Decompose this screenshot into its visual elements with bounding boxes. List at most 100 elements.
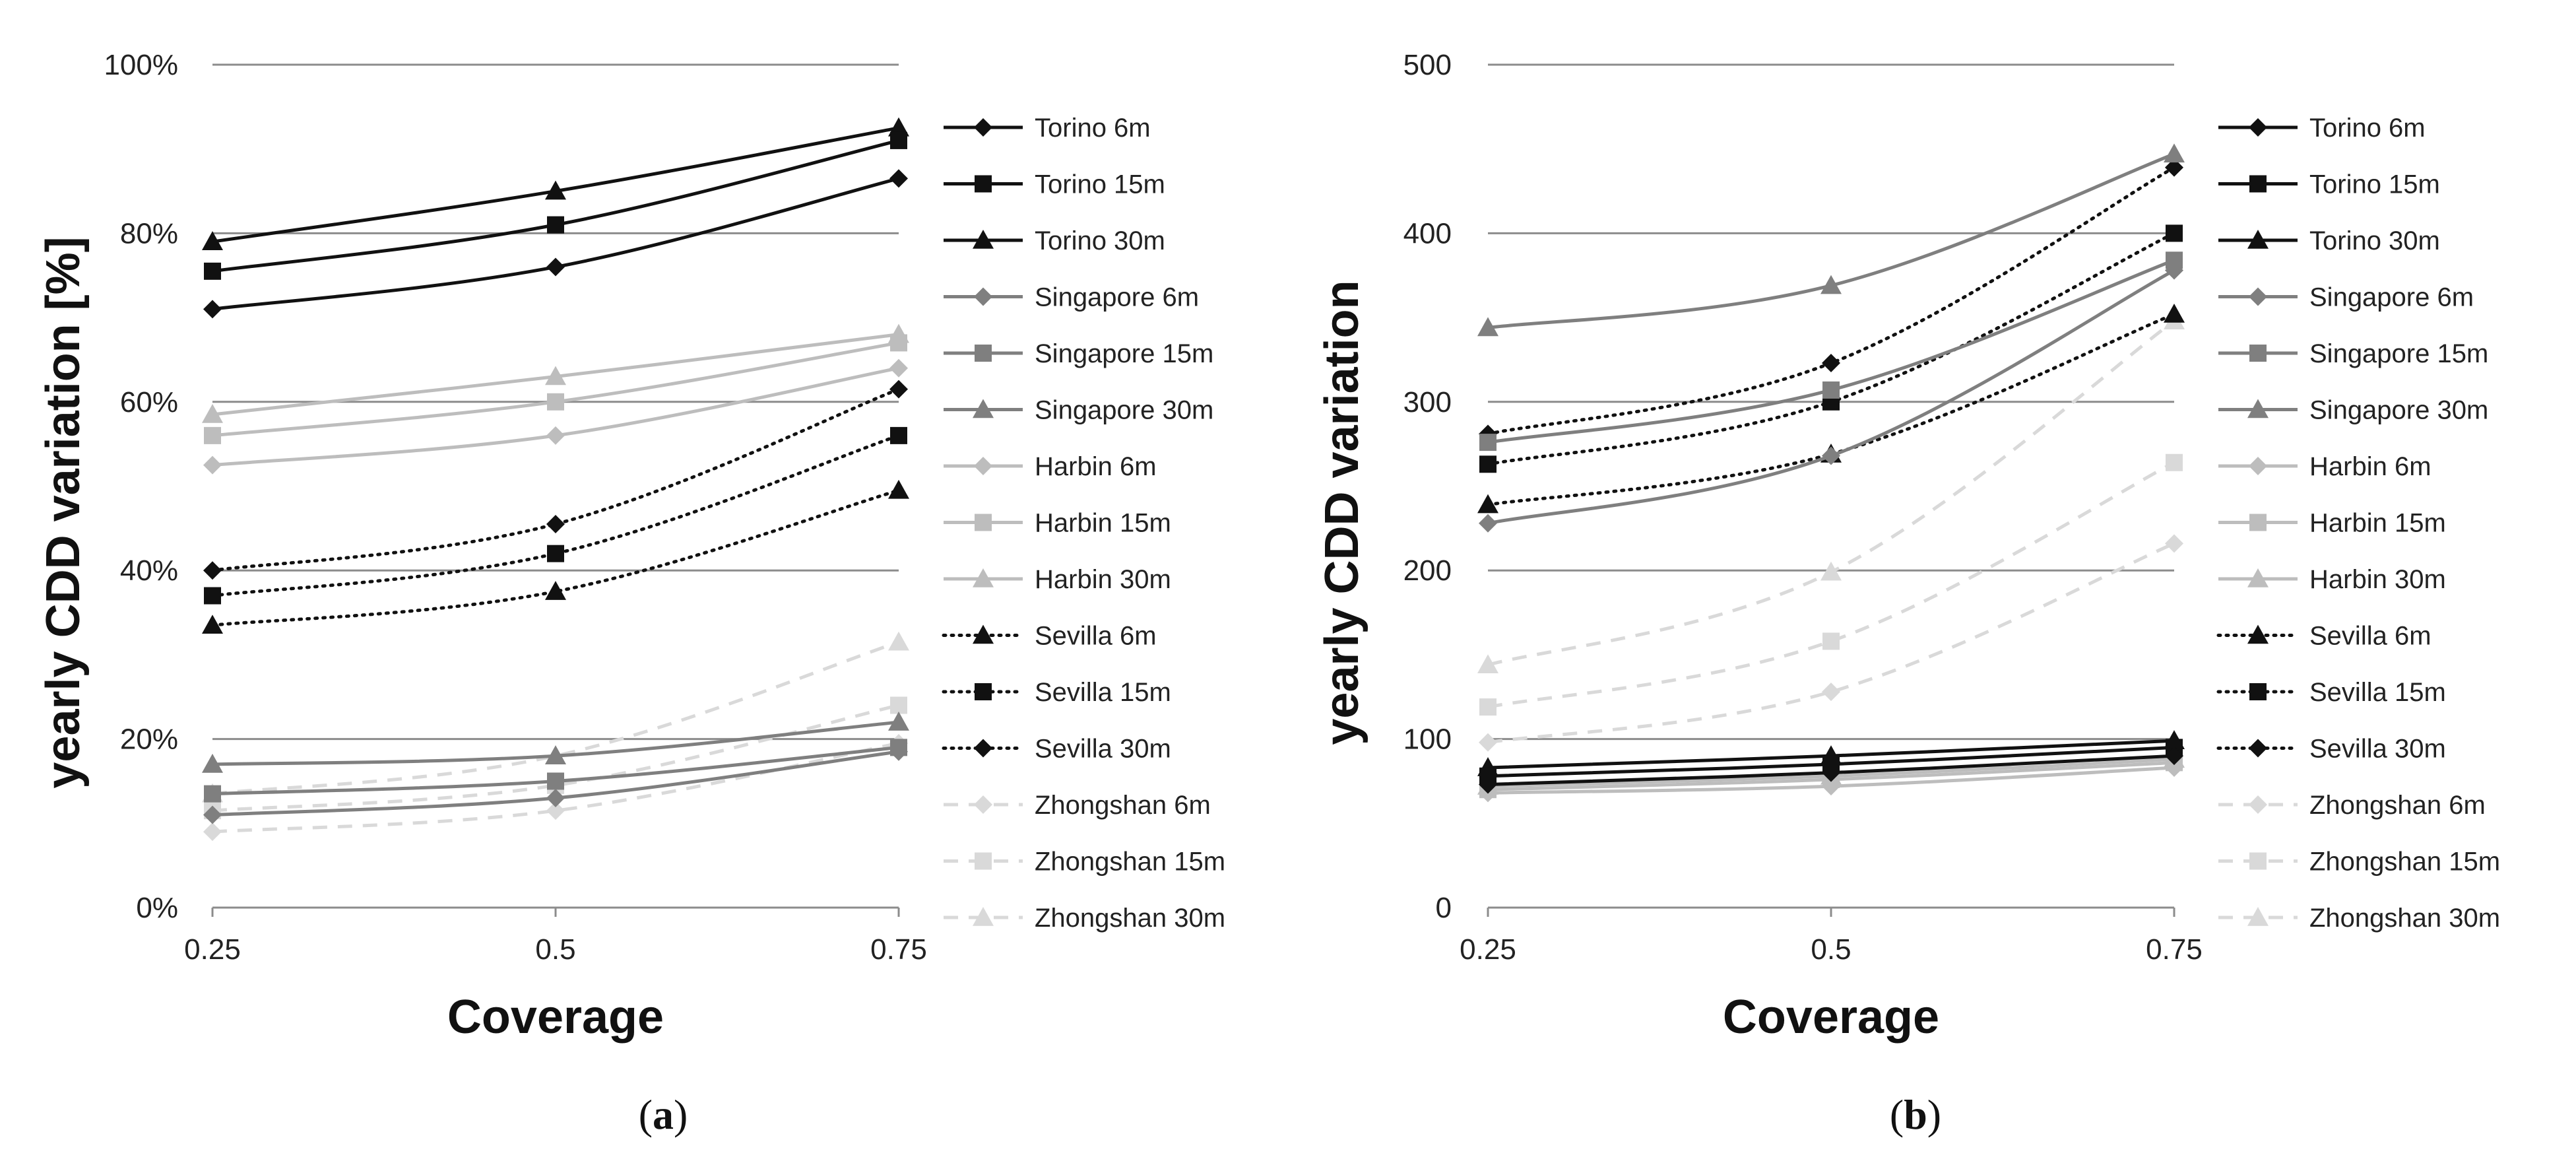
chart-a-point-zhongshan-30m — [888, 631, 909, 651]
chart-a-series-singapore-15m — [204, 739, 907, 803]
chart-a-point-harbin-6m — [546, 426, 565, 445]
chart-b-legend-marker — [2249, 739, 2267, 758]
chart-b-legend-marker — [2247, 230, 2269, 249]
chart-a-point-singapore-6m — [203, 805, 222, 824]
caption-b-letter: b — [1904, 1091, 1927, 1138]
chart-a-series-harbin-6m — [203, 358, 908, 475]
chart-b-point-singapore-30m — [1477, 317, 1498, 337]
chart-a-legend-label: Zhongshan 6m — [1035, 791, 1211, 820]
chart-a-legend-label: Harbin 6m — [1035, 452, 1157, 481]
chart-a-point-harbin-15m — [204, 426, 221, 444]
chart-a-point-sevilla-15m — [547, 545, 564, 562]
chart-b-line-zhongshan-6m — [1487, 542, 2175, 745]
chart-a-point-zhongshan-15m — [890, 696, 907, 714]
chart-a-legend-label: Sevilla 15m — [1035, 678, 1171, 707]
chart-b-point-singapore-30m — [1820, 275, 1842, 294]
chart-a-legend-label: Zhongshan 15m — [1035, 848, 1225, 877]
chart-a-line-zhongshan-30m — [212, 640, 899, 796]
chart-b-series-singapore-30m — [1477, 143, 2185, 337]
chart-b-legend-marker — [2249, 514, 2267, 531]
chart-b-legend-item: Zhongshan 15m — [2218, 848, 2500, 877]
chart-a-point-harbin-15m — [890, 334, 907, 352]
chart-a-line-sevilla-30m — [210, 387, 901, 572]
chart-b-y-tick-label: 500 — [1403, 49, 1452, 81]
chart-b-legend-marker — [2247, 568, 2269, 587]
chart-a-series-sevilla-15m — [204, 426, 907, 605]
chart-b-y-tick-label: 400 — [1403, 217, 1452, 250]
chart-a-line-zhongshan-15m — [212, 704, 899, 813]
chart-a-point-sevilla-15m — [204, 587, 221, 605]
chart-a-point-harbin-6m — [889, 358, 908, 378]
chart-b-point-singapore-30m — [2164, 143, 2185, 163]
chart-b-legend-item: Sevilla 30m — [2216, 735, 2446, 764]
chart-a-x-axis-title: Coverage — [447, 991, 664, 1044]
chart-a-legend-item: Harbin 30m — [944, 565, 1171, 594]
chart-a-series-torino-30m — [202, 117, 909, 250]
caption-a: (a) — [639, 1091, 688, 1138]
chart-a-legend-label: Torino 30m — [1035, 226, 1165, 255]
chart-b-point-zhongshan-15m — [1822, 632, 1840, 650]
chart-b-y-tick-label: 300 — [1403, 386, 1452, 418]
chart-b-point-singapore-6m — [1479, 514, 1497, 533]
chart-b-legend-marker — [2249, 457, 2267, 475]
chart-a-point-singapore-6m — [546, 788, 565, 807]
chart-b-point-sevilla-30m — [1822, 354, 1840, 373]
chart-b-point-zhongshan-15m — [2166, 453, 2183, 471]
chart-b-legend-marker — [2249, 852, 2267, 870]
chart-b-legend-item: Singapore 30m — [2218, 396, 2488, 425]
chart-a-y-tick-label: 60% — [120, 386, 178, 418]
chart-a-legend-marker — [973, 907, 994, 926]
chart-b-legend-item: Harbin 15m — [2218, 509, 2446, 538]
chart-a-x-tick-label: 0.5 — [535, 933, 575, 966]
chart-a-point-sevilla-15m — [890, 426, 907, 444]
chart-b-legend-item: Zhongshan 30m — [2218, 904, 2500, 933]
chart-b-legend-label: Singapore 6m — [2309, 283, 2474, 312]
chart-a-legend-marker — [975, 683, 992, 700]
chart-a-line-sevilla-15m — [210, 434, 901, 598]
chart-b-legend-item: Sevilla 15m — [2216, 678, 2446, 707]
chart-a-point-torino-30m — [202, 231, 223, 250]
chart-a-legend-label: Torino 6m — [1035, 114, 1151, 143]
chart-a-point-sevilla-30m — [889, 380, 908, 399]
chart-b-legend-label: Sevilla 30m — [2309, 735, 2446, 764]
chart-b-point-zhongshan-15m — [1479, 698, 1497, 716]
chart-a-legend-item: Sevilla 6m — [942, 622, 1157, 651]
chart-a-series-sevilla-6m — [202, 479, 909, 634]
chart-b-legend-marker — [2249, 795, 2267, 814]
chart-b-series-sevilla-15m — [1479, 224, 2183, 473]
chart-a-legend-marker — [974, 457, 992, 475]
chart-a-legend-marker — [975, 345, 992, 362]
chart-a-legend-marker — [973, 568, 994, 587]
chart-a-y-tick-label: 0% — [136, 892, 178, 924]
chart-a-series-torino-6m — [203, 169, 908, 319]
chart-b-legend-item: Harbin 30m — [2218, 565, 2446, 594]
chart-a-legend-item: Singapore 30m — [944, 396, 1213, 425]
chart-b-legend-label: Torino 15m — [2309, 170, 2440, 199]
chart-a-line-zhongshan-6m — [212, 741, 899, 834]
chart-b-point-singapore-15m — [1479, 434, 1497, 451]
chart-a-point-sevilla-6m — [545, 581, 566, 600]
chart-b-point-singapore-6m — [2165, 261, 2183, 280]
chart-a-legend-item: Torino 6m — [944, 114, 1151, 143]
chart-a: 0% 20% 40% 60% 80% 100% 0.25 0.5 0.75 Coverage yea… — [37, 49, 1225, 1044]
caption-b: (b) — [1890, 1091, 1941, 1138]
chart-a-legend-label: Torino 15m — [1035, 170, 1165, 199]
chart-a-legend-marker — [974, 739, 992, 758]
chart-b-x-tick-label: 0.75 — [2146, 933, 2203, 966]
chart-a-series-singapore-6m — [203, 742, 908, 824]
chart-a-legend-label: Singapore 30m — [1035, 396, 1213, 425]
chart-b-legend-label: Sevilla 15m — [2309, 678, 2446, 707]
chart-b-point-zhongshan-30m — [1820, 561, 1842, 581]
chart-b-legend-item: Torino 30m — [2218, 226, 2440, 255]
chart-a-legend-label: Singapore 15m — [1035, 339, 1213, 368]
chart-a-legend-label: Sevilla 30m — [1035, 735, 1171, 764]
chart-a-legend-label: Harbin 30m — [1035, 565, 1171, 594]
chart-a-y-tick-label: 80% — [120, 217, 178, 250]
chart-b-y-tick-label: 0 — [1436, 892, 1452, 924]
chart-a-point-zhongshan-6m — [546, 801, 565, 820]
chart-a-legend-item: Zhongshan 30m — [944, 904, 1225, 933]
chart-b-legend-marker — [2247, 624, 2269, 644]
chart-b-series-singapore-6m — [1479, 261, 2183, 533]
chart-b-x-tick-label: 0.5 — [1811, 933, 1851, 966]
chart-a-series-harbin-15m — [204, 334, 907, 444]
